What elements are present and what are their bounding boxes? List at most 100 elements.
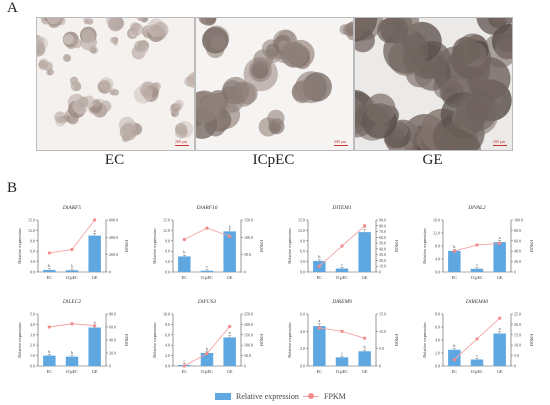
y2-axis-label: FPKM: [259, 334, 264, 346]
photo-ge: 200 μm: [354, 17, 513, 151]
bar: [88, 235, 101, 272]
bar: [313, 326, 326, 366]
chart-title: DlREM40: [465, 298, 489, 305]
chart-title: DlTEM1: [331, 205, 352, 211]
fpkm-point: [317, 326, 321, 330]
y2-tick-label: 0: [514, 364, 516, 369]
y2-tick-label: 0: [379, 364, 381, 369]
y2-tick-label: 40.0: [109, 338, 116, 343]
embryo-cluster: [467, 57, 511, 100]
embryo-cluster: [452, 36, 480, 65]
fpkm-point: [70, 322, 74, 326]
bar: [470, 268, 484, 272]
y2-tick-label: 10.0: [514, 343, 521, 348]
y2-tick-label: 70.0: [379, 229, 386, 234]
y-tick-label: 4.0: [300, 329, 305, 334]
y-tick-label: 12.0: [163, 228, 170, 233]
bar: [358, 232, 371, 272]
fpkm-point: [475, 337, 479, 341]
y-tick-label: 5.0: [30, 312, 35, 317]
embryo-cluster: [196, 90, 221, 123]
bar: [88, 327, 101, 366]
y2-tick-label: 100.0: [514, 218, 523, 223]
embryo-cluster: [169, 103, 181, 114]
y2-tick-label: 60.0: [109, 325, 116, 330]
y2-tick-label: 15.0: [514, 332, 521, 337]
embryo-cluster: [140, 84, 154, 98]
y-tick-label: 4.0: [435, 257, 440, 262]
legend-bar-swatch: [215, 393, 231, 400]
embryo-cluster: [380, 18, 409, 44]
fpkm-point: [228, 324, 232, 329]
embryo-cluster: [343, 22, 353, 37]
y-axis-label: Relative expression: [152, 228, 157, 264]
fpkm-point: [47, 325, 51, 329]
bar: [43, 269, 56, 272]
significance-letter: a: [94, 228, 96, 233]
y-tick-label: 0.0: [165, 364, 170, 369]
y2-tick-label: 60.0: [514, 238, 521, 243]
photo-label-ec: EC: [104, 152, 125, 168]
significance-letter: a: [229, 330, 231, 335]
bar: [65, 270, 79, 272]
y2-tick-label: 0: [379, 270, 381, 275]
y2-tick-label: 80.0: [379, 223, 386, 228]
embryo-cluster: [70, 80, 82, 92]
bar: [448, 250, 461, 272]
y2-tick-label: 60.0: [379, 235, 386, 240]
significance-letter: b: [48, 349, 50, 354]
x-tick-label: EC: [452, 369, 458, 374]
fpkm-point: [317, 264, 321, 268]
y2-tick-label: 50.0: [244, 353, 251, 358]
y-tick-label: 6.0: [435, 325, 440, 330]
embryo-cluster: [119, 123, 138, 141]
y2-tick-label: 10.0: [379, 264, 386, 269]
embryo-cluster: [265, 48, 278, 61]
photo-ec: 200 μm: [36, 17, 195, 151]
bar: [223, 231, 236, 272]
embryo-cluster: [456, 89, 498, 132]
y-tick-label: 6.0: [300, 249, 305, 254]
embryo-cluster: [38, 59, 49, 71]
y2-tick-label: 30.0: [379, 252, 386, 257]
y2-tick-label: 20.0: [514, 259, 521, 264]
y-tick-label: 0.0: [165, 270, 170, 275]
embryo-cluster: [355, 18, 384, 41]
chart-dltem1: DlTEM1 0.0 3.0 6.0 9.0 12.0 15.0 0 10.0 20.0 30.0 4…: [276, 198, 404, 302]
y-tick-label: 6.0: [300, 312, 305, 317]
significance-letter: b: [453, 244, 455, 249]
fpkm-point: [47, 251, 51, 255]
significance-letter: c: [341, 351, 343, 356]
y-tick-label: 12.0: [28, 228, 35, 233]
x-tick-label: GE: [227, 275, 233, 280]
fpkm-point: [205, 226, 209, 230]
legend: Relative expression FPKM: [0, 390, 550, 404]
y2-tick-label: 100.0: [244, 235, 253, 240]
panel-a-letter: A: [7, 0, 18, 16]
ge-embryo-image: [355, 18, 512, 150]
y-tick-label: 2.0: [300, 346, 305, 351]
x-tick-label: ICpEC: [201, 275, 213, 280]
embryo-cluster: [46, 70, 51, 76]
y2-tick-label: 250.0: [244, 312, 253, 317]
chart-dlrem40: DlREM40 0.0 2.0 4.0 6.0 8.0 0 5.0 10.0 15.0 20.0 25…: [411, 292, 539, 396]
y2-tick-label: 400.0: [109, 235, 118, 240]
y2-tick-label: 40.0: [514, 249, 521, 254]
y2-tick-label: 150.0: [244, 218, 253, 223]
significance-letter: b: [206, 346, 208, 351]
photo-icpec: 200 μm: [195, 17, 354, 151]
chart-title: DlARF16: [195, 205, 217, 211]
y-tick-label: 8.0: [435, 244, 440, 249]
embryo-cluster: [63, 54, 71, 62]
y-tick-label: 1.0: [30, 353, 35, 358]
x-tick-label: GE: [362, 275, 368, 280]
y-tick-label: 9.0: [165, 238, 170, 243]
bar: [200, 270, 214, 272]
y-axis-label: Relative expression: [287, 322, 292, 358]
y2-tick-label: 40.0: [379, 246, 386, 251]
y-tick-label: 3.0: [30, 332, 35, 337]
embryo-cluster: [281, 41, 307, 68]
bar: [358, 351, 371, 366]
significance-letter: c: [476, 353, 478, 358]
significance-letter: b: [48, 263, 50, 268]
